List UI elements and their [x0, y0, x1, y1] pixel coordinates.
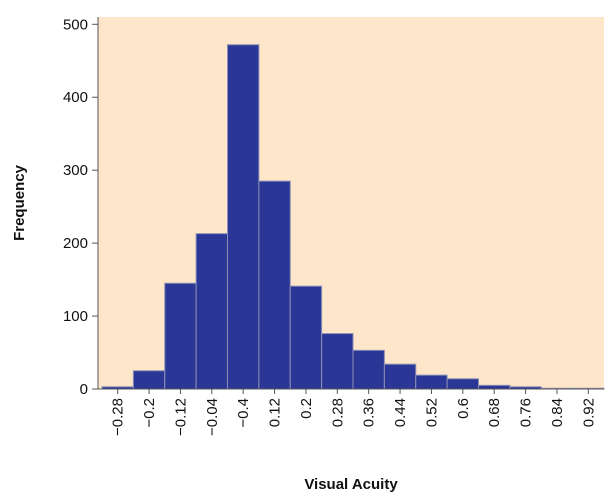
bar-1: [132, 370, 166, 390]
bar-5: [258, 180, 291, 390]
x-tick-label-9: 0.44: [392, 398, 409, 427]
x-tick-label-6: 0.2: [298, 398, 315, 419]
x-tick-label-2: −0.12: [172, 398, 189, 436]
y-tick-label-0: 0: [80, 381, 88, 398]
y-axis-title: Frequency: [11, 164, 28, 241]
bar-7: [321, 333, 354, 390]
y-tick-label-4: 400: [63, 89, 88, 106]
bar-12: [478, 384, 511, 390]
bar-3: [195, 233, 229, 390]
bar-8: [352, 349, 385, 390]
bars-group: [101, 44, 605, 390]
x-tick-label-5: 0.12: [267, 398, 284, 427]
x-tick-label-4: −0.4: [235, 398, 252, 428]
x-tick-label-12: 0.68: [486, 398, 503, 427]
bar-2: [164, 282, 197, 390]
x-tick-label-15: 0.92: [580, 398, 597, 427]
x-tick-label-3: −0.04: [204, 398, 221, 436]
bar-10: [415, 374, 448, 390]
x-tick-label-8: 0.36: [361, 398, 378, 427]
x-tick-label-7: 0.28: [329, 398, 346, 427]
bar-9: [383, 363, 417, 390]
bar-4: [227, 44, 260, 390]
y-tick-label-1: 100: [63, 308, 88, 325]
y-tick-label-5: 500: [63, 16, 88, 33]
x-tick-label-0: −0.28: [110, 398, 127, 436]
x-tick-label-10: 0.52: [423, 398, 440, 427]
x-axis-title: Visual Acuity: [304, 476, 398, 493]
bar-6: [289, 285, 323, 390]
y-tick-label-2: 200: [63, 235, 88, 252]
x-tick-label-11: 0.6: [455, 398, 472, 419]
y-tick-label-3: 300: [63, 162, 88, 179]
y-ticks-group: 0 100 200 300 400 500: [63, 16, 98, 398]
x-tick-label-1: −0.2: [141, 398, 158, 428]
x-tick-label-13: 0.76: [518, 398, 535, 427]
x-tick-label-14: 0.84: [549, 398, 566, 427]
x-ticks-group: −0.28 −0.2 −0.12 −0.04 −0.4 0.12 0.2 0.28 0.36 0.…: [110, 389, 597, 436]
bar-11: [446, 378, 480, 390]
